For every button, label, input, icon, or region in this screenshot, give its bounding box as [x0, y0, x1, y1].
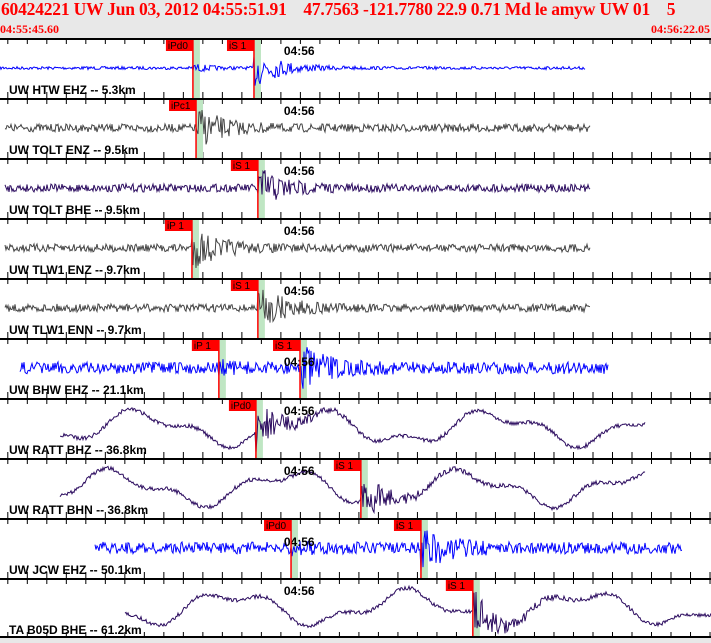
minute-label: 04:56 — [284, 44, 315, 58]
pick-flag — [165, 40, 193, 51]
station-label: TA B05D BHE -- 61.2km — [9, 623, 142, 637]
header-bar: 60424221 UW Jun 03, 2012 04:55:51.91 47.… — [0, 0, 711, 38]
waveform — [94, 530, 683, 572]
pick-flag — [164, 220, 192, 231]
pick-flag — [393, 520, 421, 531]
station-label: UW HTW EHZ -- 5.3km — [9, 83, 136, 97]
pick-flag — [273, 340, 301, 351]
trace-row[interactable]: 04:56 iPd0 UW RATT BHZ -- 36.8km — [0, 398, 711, 458]
trace-row[interactable]: 04:56 iPd0 iS 1 UW HTW EHZ -- 5.3km — [0, 38, 711, 98]
pick-window — [196, 100, 204, 158]
station-label: UW BHW EHZ -- 21.1km — [9, 383, 144, 397]
trace-row[interactable]: 04:56 iS 1 UW RATT BHN -- 36.8km — [0, 458, 711, 518]
trace-row[interactable]: 04:56 iPd0 iS 1 UW JCW EHZ -- 50.1km — [0, 518, 711, 578]
pick-flag — [264, 520, 292, 531]
pick-flag — [191, 340, 219, 351]
pick-label: iP 1 — [167, 221, 184, 232]
pick-label: iPd0 — [231, 401, 251, 412]
waveform — [59, 465, 646, 515]
minute-label: 04:56 — [284, 224, 315, 238]
waveform — [60, 407, 646, 453]
seismogram-panel[interactable]: 04:56 iPd0 iS 1 UW HTW EHZ -- 5.3km 04:56 iPc… — [0, 38, 711, 638]
trace-row[interactable]: 04:56 iP 1 UW TLW1 ENZ -- 9.7km — [0, 218, 711, 278]
waveform — [4, 109, 591, 145]
pick-flag — [230, 160, 258, 171]
waveform — [4, 289, 591, 323]
waveform — [19, 347, 609, 389]
event-title: 60424221 UW Jun 03, 2012 04:55:51.91 47.… — [1, 0, 676, 19]
trace-row[interactable]: 04:56 iS 1 UW TLW1 ENN -- 9.7km — [0, 278, 711, 338]
pick-label: iS 1 — [275, 341, 293, 352]
seismogram-svg[interactable]: 04:56 iPd0 iS 1 UW HTW EHZ -- 5.3km 04:56 iPc… — [0, 38, 711, 638]
pick-label: iS 1 — [396, 521, 414, 532]
waveform — [124, 584, 711, 635]
start-time: 04:55:45.60 — [0, 22, 59, 36]
minute-label: 04:56 — [284, 535, 315, 549]
pick-label: iPc1 — [171, 101, 191, 112]
waveform — [0, 56, 586, 86]
pick-label: iPd0 — [266, 521, 286, 532]
waveform — [4, 170, 591, 200]
pick-flag — [445, 580, 473, 591]
pick-label: iPd0 — [168, 41, 188, 52]
minute-label: 04:56 — [284, 464, 315, 478]
minute-label: 04:56 — [284, 164, 315, 178]
pick-flag — [333, 460, 361, 471]
station-label: UW RATT BHZ -- 36.8km — [9, 443, 147, 457]
minute-label: 04:56 — [284, 404, 315, 418]
station-label: UW TLW1 ENZ -- 9.7km — [9, 263, 140, 277]
waveform — [4, 233, 591, 269]
pick-window — [255, 400, 263, 458]
pick-flag — [169, 100, 197, 111]
station-label: UW JCW EHZ -- 50.1km — [9, 563, 142, 577]
pick-label: iS 1 — [233, 161, 251, 172]
pick-label: iS 1 — [233, 281, 251, 292]
pick-flag — [228, 400, 256, 411]
station-label: UW TOLT ENZ -- 9.5km — [9, 143, 139, 157]
pick-label: iS 1 — [448, 581, 466, 592]
trace-row[interactable]: 04:56 iS 1 TA B05D BHE -- 61.2km — [0, 578, 711, 638]
pick-window — [257, 280, 265, 338]
station-label: UW TOLT BHE -- 9.5km — [9, 203, 140, 217]
pick-window — [191, 220, 199, 278]
pick-flag — [226, 40, 254, 51]
pick-label: iP 1 — [194, 341, 211, 352]
trace-row[interactable]: 04:56 iS 1 UW TOLT BHE -- 9.5km — [0, 158, 711, 218]
minute-label: 04:56 — [284, 284, 315, 298]
pick-window — [420, 520, 428, 578]
minute-label: 04:56 — [284, 104, 315, 118]
pick-flag — [230, 280, 258, 291]
station-label: UW TLW1 ENN -- 9.7km — [9, 323, 142, 337]
pick-label: iS 1 — [336, 461, 354, 472]
pick-label: iS 1 — [229, 41, 247, 52]
minute-label: 04:56 — [284, 584, 315, 598]
trace-row[interactable]: 04:56 iPc1 UW TOLT ENZ -- 9.5km — [0, 98, 711, 158]
end-time: 04:56:22.05 — [651, 22, 710, 36]
station-label: UW RATT BHN -- 36.8km — [9, 503, 148, 517]
